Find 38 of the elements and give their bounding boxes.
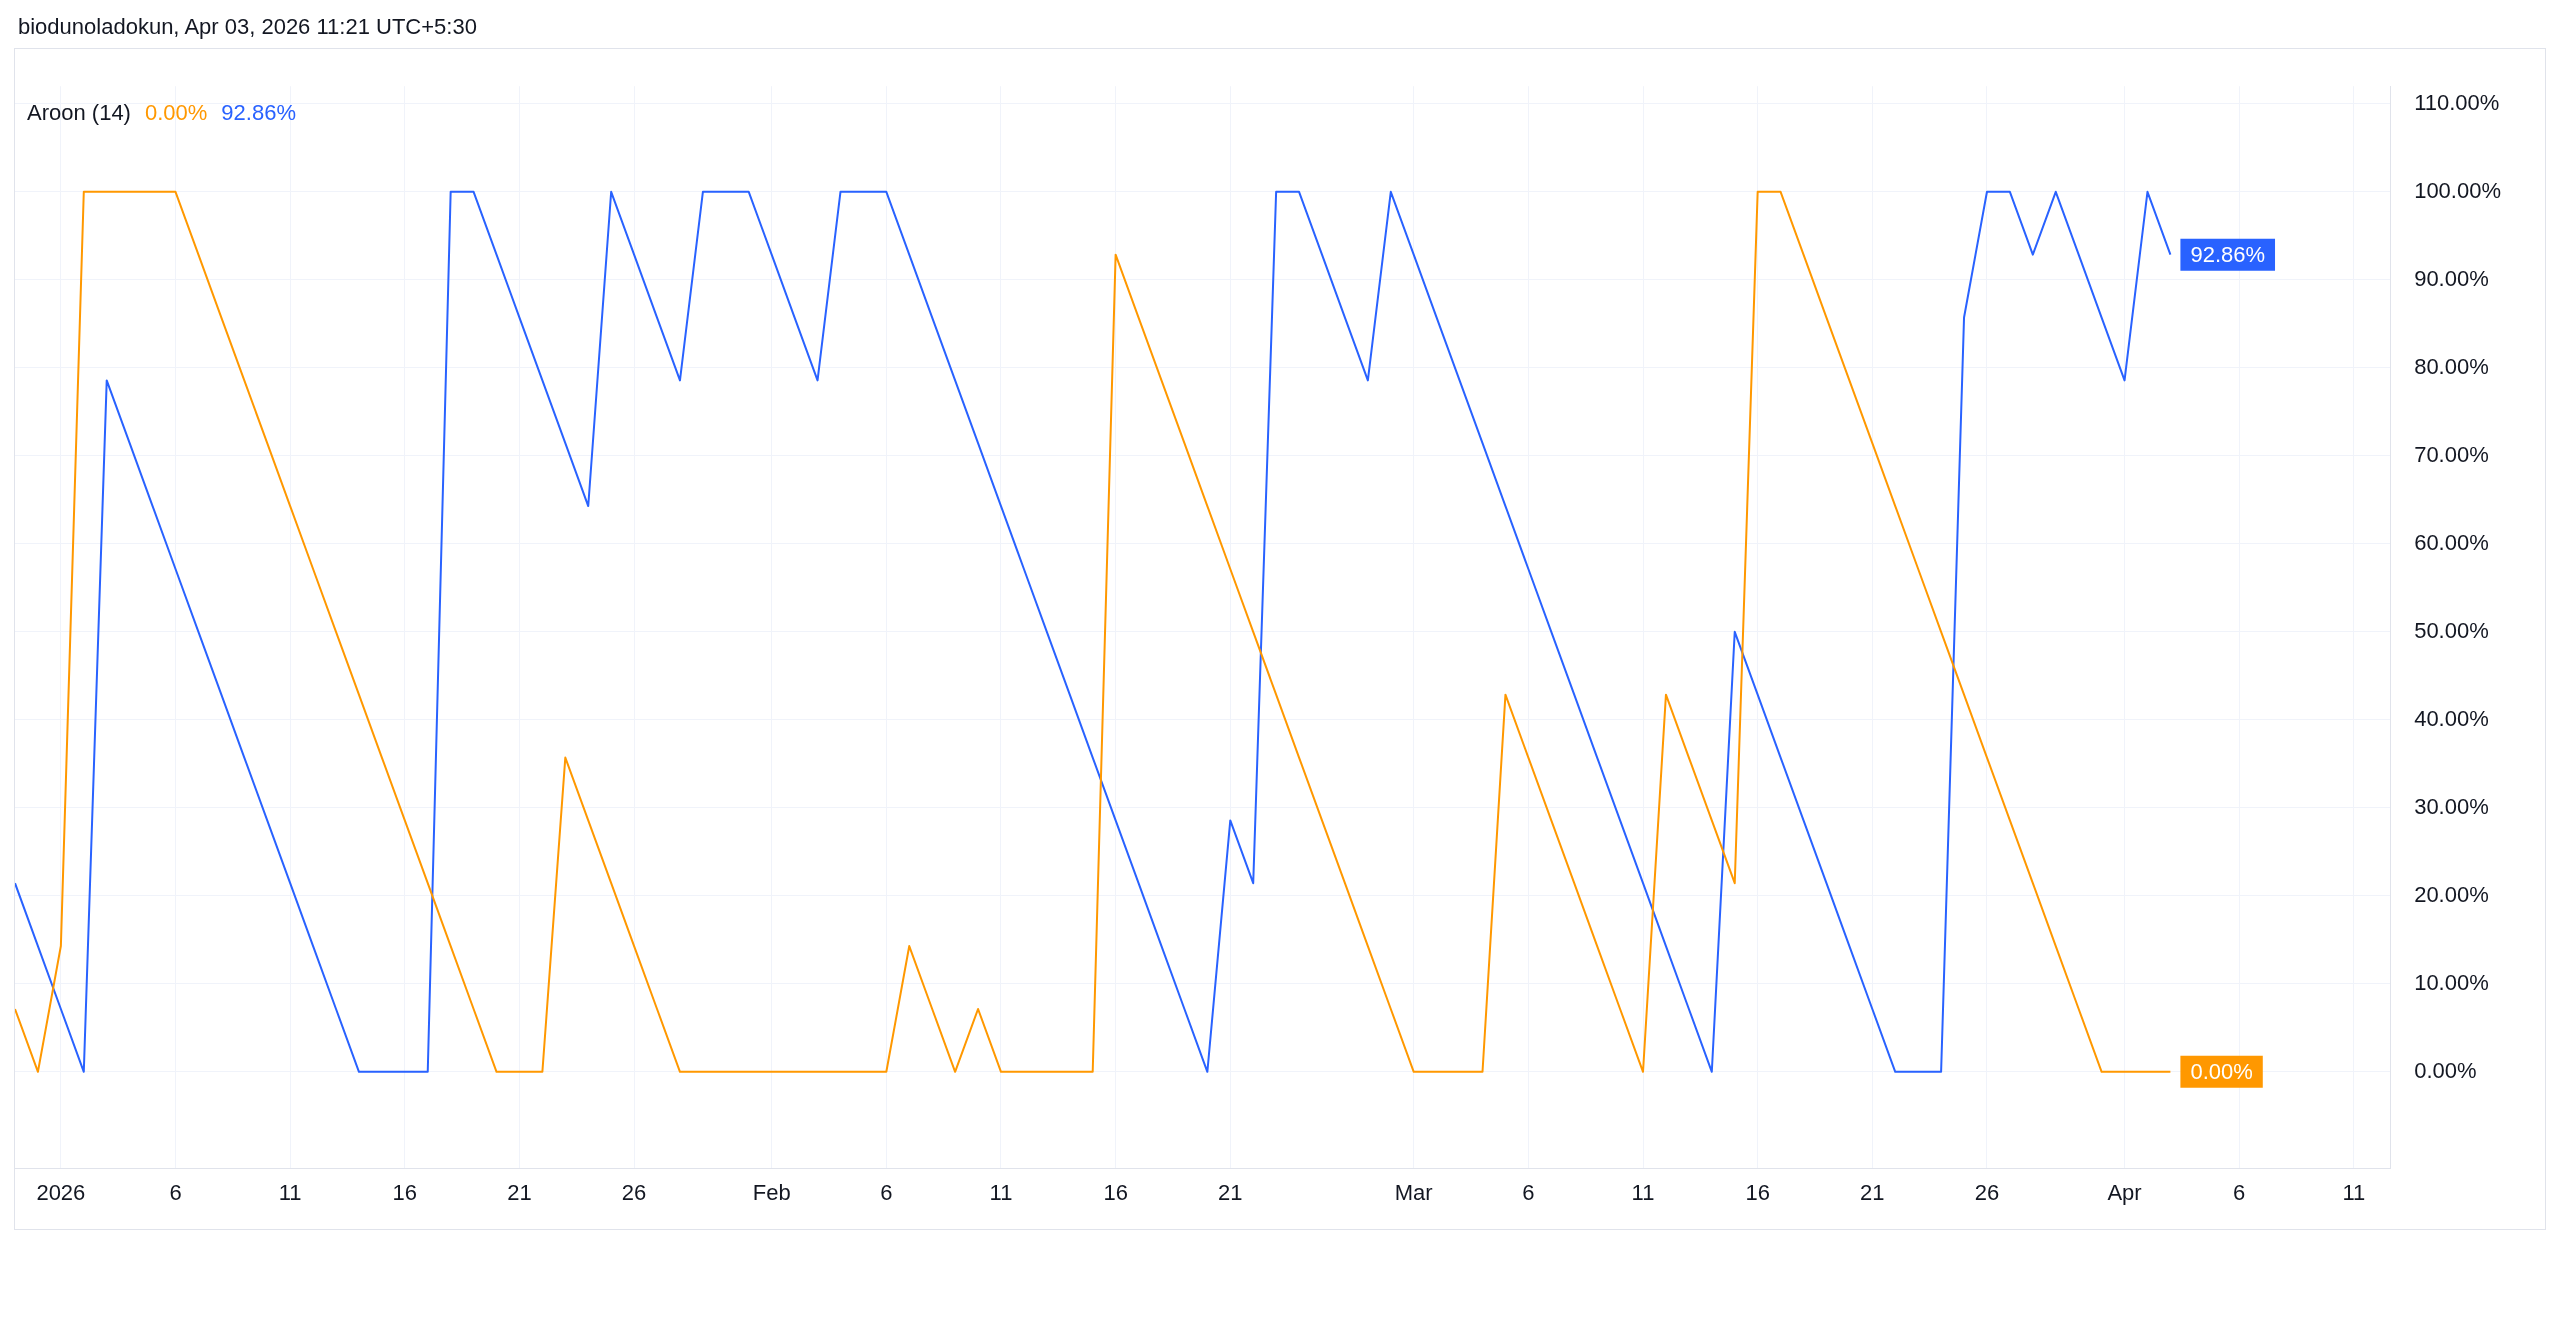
- y-tick-label: 80.00%: [2414, 353, 2489, 379]
- x-tick-label: Feb: [752, 1179, 791, 1205]
- y-tick-label: 40.00%: [2414, 705, 2489, 731]
- y-tick-label: 0.00%: [2414, 1057, 2477, 1083]
- x-tick-label: 26: [1974, 1179, 2000, 1205]
- text: 0.00%: [144, 100, 208, 126]
- x-tick-label: Mar: [1394, 1179, 1433, 1205]
- x-tick-label: 6: [2233, 1179, 2246, 1205]
- x-tick-label: 11: [2342, 1179, 2366, 1205]
- y-tick-label: 50.00%: [2414, 617, 2489, 643]
- x-tick-label: 21: [507, 1179, 532, 1205]
- y-tick-label: 20.00%: [2414, 881, 2489, 907]
- x-tick-label: 16: [392, 1179, 418, 1205]
- x-tick-label: Apr: [2107, 1179, 2142, 1205]
- x-tick-label: 21: [1218, 1179, 1243, 1205]
- y-tick-label: 30.00%: [2414, 793, 2489, 819]
- text: 92.86%: [221, 100, 296, 126]
- x-tick-label: 11: [278, 1179, 302, 1205]
- y-tick-label: 100.00%: [2414, 177, 2502, 203]
- y-tick-label: 70.00%: [2414, 441, 2489, 467]
- y-tick-label: 110.00%: [2414, 89, 2500, 115]
- y-tick-label: 90.00%: [2414, 265, 2489, 291]
- text: Aroon (14): [27, 100, 131, 126]
- data-label: 92.86%: [2190, 241, 2266, 267]
- data-label: 0.00%: [2190, 1058, 2253, 1084]
- y-tick-label: 60.00%: [2414, 529, 2489, 555]
- x-tick-label: 2026: [36, 1179, 86, 1205]
- text: biodunoladokun, Apr 03, 2026 11:21 UTC+5:30: [18, 14, 477, 40]
- x-tick-label: 6: [880, 1179, 893, 1205]
- x-tick-label: 11: [989, 1179, 1013, 1205]
- x-tick-label: 6: [169, 1179, 182, 1205]
- x-tick-label: 21: [1860, 1179, 1885, 1205]
- x-tick-label: 16: [1745, 1179, 1770, 1205]
- x-tick-label: 16: [1103, 1179, 1128, 1205]
- x-tick-label: 26: [621, 1179, 647, 1205]
- y-tick-label: 10.00%: [2414, 969, 2489, 995]
- x-tick-label: 6: [1522, 1179, 1535, 1205]
- x-tick-label: 11: [1631, 1179, 1655, 1205]
